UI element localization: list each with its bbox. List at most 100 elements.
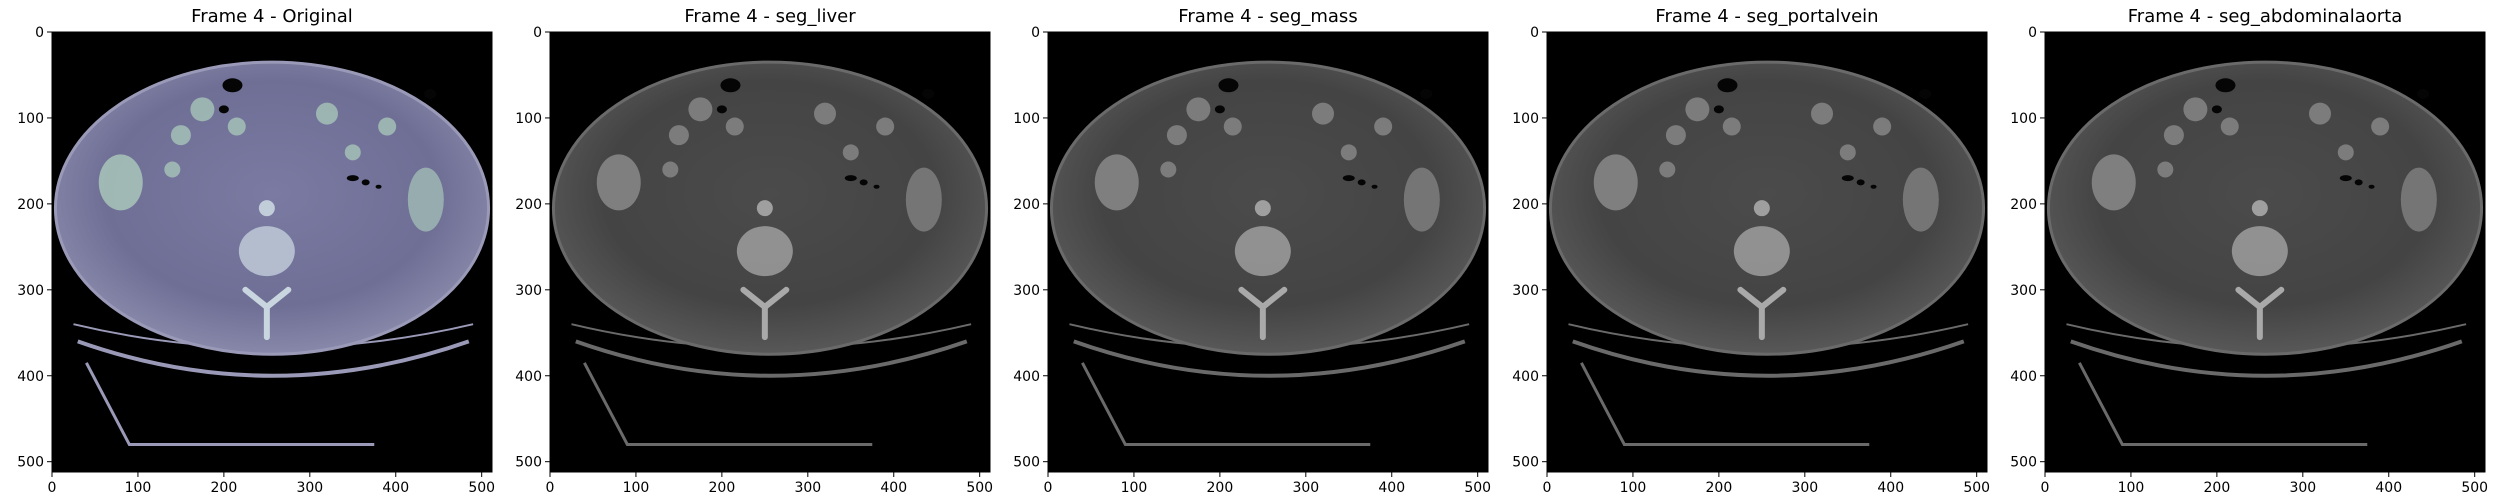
vertebral-body [238,226,295,277]
left-kidney [1403,167,1440,232]
x-tick-label: 100 [1620,480,1647,496]
aorta [258,200,275,217]
x-tick-label: 100 [1121,480,1148,496]
vertebral-body [1733,226,1790,277]
bowel-loop [2309,102,2331,125]
axes-frame [51,31,493,473]
y-tick-label: 0 [1530,25,1539,41]
panel-title: Frame 4 - Original [191,6,353,27]
vertebral-body [2231,226,2288,277]
x-tick-label: 0 [546,480,555,496]
x-tick-label: 400 [1877,480,1904,496]
y-tick-label: 0 [533,25,542,41]
bowel-loop [2183,97,2208,122]
bowel-loop [725,117,744,136]
gas-pocket [1856,179,1865,186]
right-kidney [596,154,641,211]
y-tick-label: 400 [2010,369,2037,385]
y-tick-label: 200 [1512,197,1539,213]
panel-4: Frame 4 - seg_portalvein 0 100 200 300 400 500… [1512,6,1990,496]
bowel-loop [1722,117,1741,136]
table-base [2078,362,2368,446]
gas-pocket [424,88,437,99]
right-kidney [2091,154,2136,211]
x-tick-label: 100 [623,480,650,496]
x-tick-label: 300 [794,480,821,496]
bowel-loop [2337,144,2354,161]
table-rail [1073,339,1466,378]
bowel-loop [1685,97,1710,122]
bowel-loop [316,102,338,125]
axes-frame [549,31,991,473]
aorta [1753,200,1770,217]
bowel-loop [1811,102,1833,125]
x-tick-label: 300 [296,480,323,496]
x-tick-label: 400 [1378,480,1405,496]
bowel-loop [227,117,246,136]
y-tick-label: 500 [1512,455,1539,471]
left-kidney [1902,167,1939,232]
gas-pocket [1713,105,1724,114]
gas-pocket [1841,175,1854,182]
x-tick-label: 200 [211,480,238,496]
y-tick-label: 100 [2010,111,2037,127]
bowel-loop [1166,125,1187,146]
gas-pocket [361,179,370,186]
bowel-loop [1186,97,1211,122]
x-tick-label: 500 [468,480,495,496]
y-tick-label: 400 [515,369,542,385]
gas-pocket [222,78,243,93]
bowel-loop [1665,125,1686,146]
gas-pocket [1342,175,1355,182]
gas-pocket [1214,105,1225,114]
bowel-loop [1340,144,1357,161]
panel-title: Frame 4 - seg_portalvein [1655,6,1878,27]
table-base [1081,362,1371,446]
gas-pocket [716,105,727,114]
gas-pocket [2417,88,2430,99]
gas-pocket [1357,179,1366,186]
gas-pocket [375,184,382,189]
y-tick-label: 500 [17,455,44,471]
x-tick-label: 200 [2204,480,2231,496]
gas-pocket [2354,179,2363,186]
bowel-loop [190,97,215,122]
y-tick-label: 200 [1013,197,1040,213]
y-tick-label: 0 [1031,25,1040,41]
left-kidney [407,167,444,232]
right-kidney [1593,154,1638,211]
gas-pocket [346,175,359,182]
x-tick-label: 500 [966,480,993,496]
x-tick-label: 0 [48,480,57,496]
y-tick-label: 400 [17,369,44,385]
bowel-loop [1374,117,1393,136]
table-rail [77,339,470,378]
x-tick-label: 400 [2375,480,2402,496]
bowel-loop [842,144,859,161]
left-kidney [905,167,942,232]
gas-pocket [1717,78,1738,93]
aorta [1254,200,1271,217]
y-tick-label: 200 [2010,197,2037,213]
table-rail [1572,339,1965,378]
gas-pocket [2368,184,2375,189]
gas-pocket [873,184,880,189]
spinous-process [242,286,292,341]
gas-pocket [2339,175,2352,182]
y-tick-label: 500 [2010,455,2037,471]
spinous-process [2235,286,2285,341]
x-tick-label: 0 [1044,480,1053,496]
bowel-loop [378,117,397,136]
bowel-loop [1839,144,1856,161]
x-tick-label: 400 [382,480,409,496]
x-tick-label: 500 [2461,480,2488,496]
gas-pocket [1420,88,1433,99]
x-tick-label: 300 [1292,480,1319,496]
y-tick-label: 100 [1013,111,1040,127]
gas-pocket [2211,105,2222,114]
panel-title: Frame 4 - seg_liver [684,6,856,27]
gas-pocket [1870,184,1877,189]
bowel-loop [662,161,679,178]
x-tick-label: 100 [2118,480,2145,496]
spinous-process [1238,286,1288,341]
